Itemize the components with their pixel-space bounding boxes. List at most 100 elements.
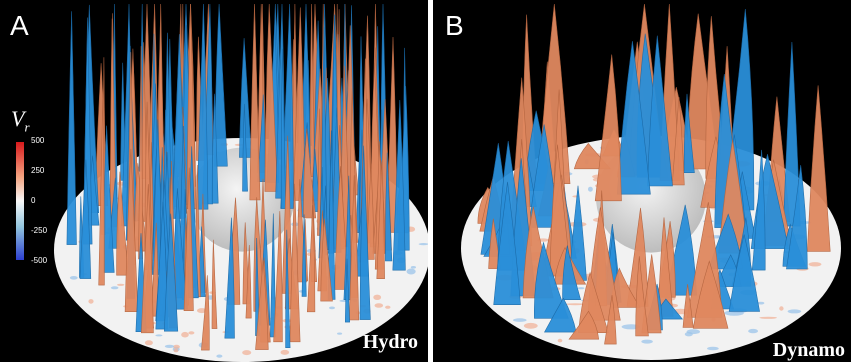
upflow-plume [249,3,261,201]
downflow-plume [493,181,521,305]
surface-speck [787,309,802,314]
upflow-plume [806,85,831,252]
colorbar-symbol: V [11,106,25,131]
downflow-plume [285,229,291,348]
surface-speck [188,331,195,335]
surface-speck [374,303,384,308]
upflow-plume [320,218,333,302]
downflow-plume [783,41,801,227]
surface-speck [173,348,179,353]
upflow-plume [183,167,194,311]
surface-speck [707,346,719,351]
upflow-plume [306,205,316,313]
upflow-plume [349,88,358,243]
dynamo-visualization [461,3,841,360]
downflow-plume [239,38,252,158]
hydro-visualization [54,3,428,362]
downflow-plume [647,35,673,187]
downflow-plume [562,245,582,300]
surface-speck [406,268,416,275]
surface-speck [216,354,223,358]
colorbar-ticks: 500 250 0 -250 -500 [31,137,65,265]
upflow-plume [186,3,197,210]
upflow-plume [635,256,649,337]
panel-letter-b: B [445,10,464,41]
upflow-plume [201,275,210,351]
upflow-plume [289,183,301,343]
surface-speck [577,287,585,290]
surface-speck [88,299,94,304]
upflow-plume [116,171,129,276]
surface-speck [757,301,765,305]
upflow-plume [594,54,622,202]
surface-speck [181,331,189,338]
colorbar-tick: -250 [31,226,48,235]
surface-speck [523,322,538,329]
downflow-plume [327,133,336,300]
downflow-plume [344,258,351,323]
upflow-plume [273,211,283,343]
upflow-plume [604,294,617,345]
surface-speck [385,305,391,309]
colorbar-tick: 0 [31,196,36,205]
surface-speck [242,350,252,356]
upflow-plume [255,260,269,350]
upflow-plume [211,239,218,329]
colorbar-tick: 250 [31,166,45,175]
downflow-plume [79,159,92,279]
downflow-plume [301,214,307,297]
downflow-plume [786,165,808,270]
panel-hydro: A Vr 500 250 0 -250 -500 Hydro [0,0,428,362]
downflow-plume [359,145,371,320]
surface-speck [117,283,125,286]
upflow-plume [309,3,316,178]
upflow-plume [138,46,143,260]
surface-speck [418,243,428,246]
surface-speck [641,339,653,344]
downflow-plume [728,234,760,312]
downflow-plume [392,99,406,271]
upflow-plume [124,148,139,312]
surface-speck [410,266,416,269]
surface-speck [164,344,175,348]
downflow-plume [196,3,209,210]
surface-speck [748,328,758,334]
downflow-plume [683,93,695,173]
surface-speck [329,306,335,310]
downflow-plume [242,103,248,192]
colorbar-tick: 500 [31,136,45,145]
surface-speck [373,294,382,300]
upflow-plume [657,217,674,317]
panel-dynamo: B Dynamo [433,0,851,362]
upflow-plume [109,18,117,228]
upflow-plume [568,310,600,340]
surface-speck [337,332,343,335]
surface-speck [155,334,163,337]
downflow-plume [163,213,179,332]
upflow-plume [692,260,729,329]
downflow-plume [224,217,235,339]
surface-speck [513,318,527,322]
downflow-plume [66,11,77,245]
surface-speck [759,316,777,319]
dynamo-label: Dynamo [772,339,845,361]
upflow-plume [348,175,360,321]
colorbar-title: Vr [11,106,30,134]
surface-speck [110,286,119,290]
colorbar [16,142,24,260]
upflow-plume [264,3,278,192]
surface-speck [69,276,78,280]
surface-speck [280,349,290,355]
upflow-plume [98,97,105,286]
downflow-plume [385,152,393,262]
surface-speck [588,186,593,192]
downflow-plume [751,149,766,271]
upflow-plume [376,160,385,279]
upflow-plume [671,96,685,186]
panel-letter-a: A [10,10,29,41]
downflow-plume [616,41,651,195]
surface-speck [779,306,784,311]
upflow-plume [245,244,252,319]
surface-speck [565,303,585,306]
surface-speck [808,262,822,267]
